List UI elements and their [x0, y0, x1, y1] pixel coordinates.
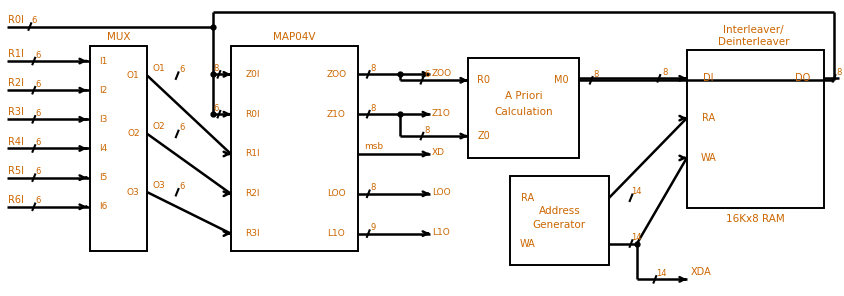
Text: XD: XD	[431, 149, 445, 157]
Text: 14: 14	[630, 233, 641, 242]
Text: WA: WA	[519, 239, 535, 249]
Text: 6: 6	[213, 104, 219, 113]
Text: 6: 6	[35, 196, 41, 205]
Text: MAP04V: MAP04V	[273, 32, 316, 41]
Text: I6: I6	[100, 202, 107, 211]
Text: I3: I3	[100, 115, 107, 124]
Bar	[89, 46, 147, 250]
Text: L1O: L1O	[327, 229, 345, 238]
Text: I5: I5	[100, 173, 107, 182]
Text: R0: R0	[477, 75, 490, 85]
Text: O2: O2	[152, 123, 165, 131]
Text: Interleaver/: Interleaver/	[722, 25, 783, 35]
Text: ZOO: ZOO	[326, 70, 346, 79]
Text: 6: 6	[35, 80, 41, 89]
Text: O3: O3	[127, 188, 139, 197]
Text: 6: 6	[35, 109, 41, 118]
Text: 8: 8	[213, 64, 219, 73]
Text: 9: 9	[371, 223, 376, 232]
Text: 16Kx8 RAM: 16Kx8 RAM	[725, 214, 784, 224]
Text: DO: DO	[793, 73, 809, 83]
Text: msb: msb	[364, 141, 383, 150]
Bar	[509, 176, 609, 266]
Text: O1: O1	[152, 64, 165, 73]
Text: WA: WA	[700, 153, 716, 163]
Text: Address: Address	[538, 206, 580, 216]
Text: Z0I: Z0I	[246, 70, 260, 79]
Text: Calculation: Calculation	[494, 107, 552, 117]
Text: 6: 6	[179, 182, 185, 191]
Text: 6: 6	[179, 65, 185, 74]
Text: I2: I2	[100, 86, 107, 95]
Text: O1: O1	[127, 71, 139, 80]
Text: 8: 8	[592, 70, 598, 79]
Text: Z1O: Z1O	[431, 109, 451, 118]
Text: 8: 8	[836, 68, 841, 77]
Text: RA: RA	[520, 193, 533, 203]
Text: R0I: R0I	[246, 110, 260, 119]
Text: Z0: Z0	[477, 131, 490, 141]
Text: Z1O: Z1O	[327, 110, 345, 119]
Text: LOO: LOO	[431, 188, 450, 197]
Text: R3I: R3I	[246, 229, 260, 238]
Text: 6: 6	[35, 167, 41, 176]
Text: DI: DI	[702, 73, 713, 83]
Text: 8: 8	[424, 126, 429, 135]
Text: Generator: Generator	[533, 220, 585, 230]
Text: O3: O3	[152, 181, 165, 190]
Bar	[686, 50, 823, 208]
Text: 6: 6	[424, 70, 429, 79]
Text: 8: 8	[371, 183, 376, 192]
Text: 8: 8	[371, 104, 376, 113]
Text: R1I: R1I	[246, 149, 260, 158]
Text: Deinterleaver: Deinterleaver	[717, 36, 788, 46]
Text: M0: M0	[554, 75, 568, 85]
Text: 8: 8	[662, 68, 667, 77]
Text: R2I: R2I	[8, 78, 24, 88]
Text: R1I: R1I	[8, 49, 24, 59]
Text: R5I: R5I	[8, 166, 24, 176]
Text: L1O: L1O	[431, 228, 449, 237]
Text: O2: O2	[127, 129, 139, 139]
Text: 6: 6	[35, 51, 41, 59]
Text: R4I: R4I	[8, 136, 24, 147]
Text: XDA: XDA	[690, 267, 711, 277]
Bar	[230, 46, 358, 250]
Text: I4: I4	[100, 144, 107, 153]
Text: 6: 6	[31, 16, 36, 25]
Text: R6I: R6I	[8, 195, 24, 205]
Text: R3I: R3I	[8, 107, 24, 118]
Bar	[468, 58, 579, 158]
Text: A Priori: A Priori	[504, 91, 542, 101]
Text: I1: I1	[100, 57, 107, 65]
Text: ZOO: ZOO	[431, 69, 452, 78]
Text: 8: 8	[371, 64, 376, 73]
Text: 6: 6	[35, 138, 41, 147]
Text: 14: 14	[655, 269, 665, 278]
Text: MUX: MUX	[106, 32, 130, 41]
Text: 6: 6	[179, 123, 185, 132]
Text: RA: RA	[701, 113, 714, 123]
Text: R0I: R0I	[8, 15, 24, 25]
Text: LOO: LOO	[327, 189, 345, 198]
Text: 14: 14	[630, 187, 641, 196]
Text: R2I: R2I	[246, 189, 260, 198]
